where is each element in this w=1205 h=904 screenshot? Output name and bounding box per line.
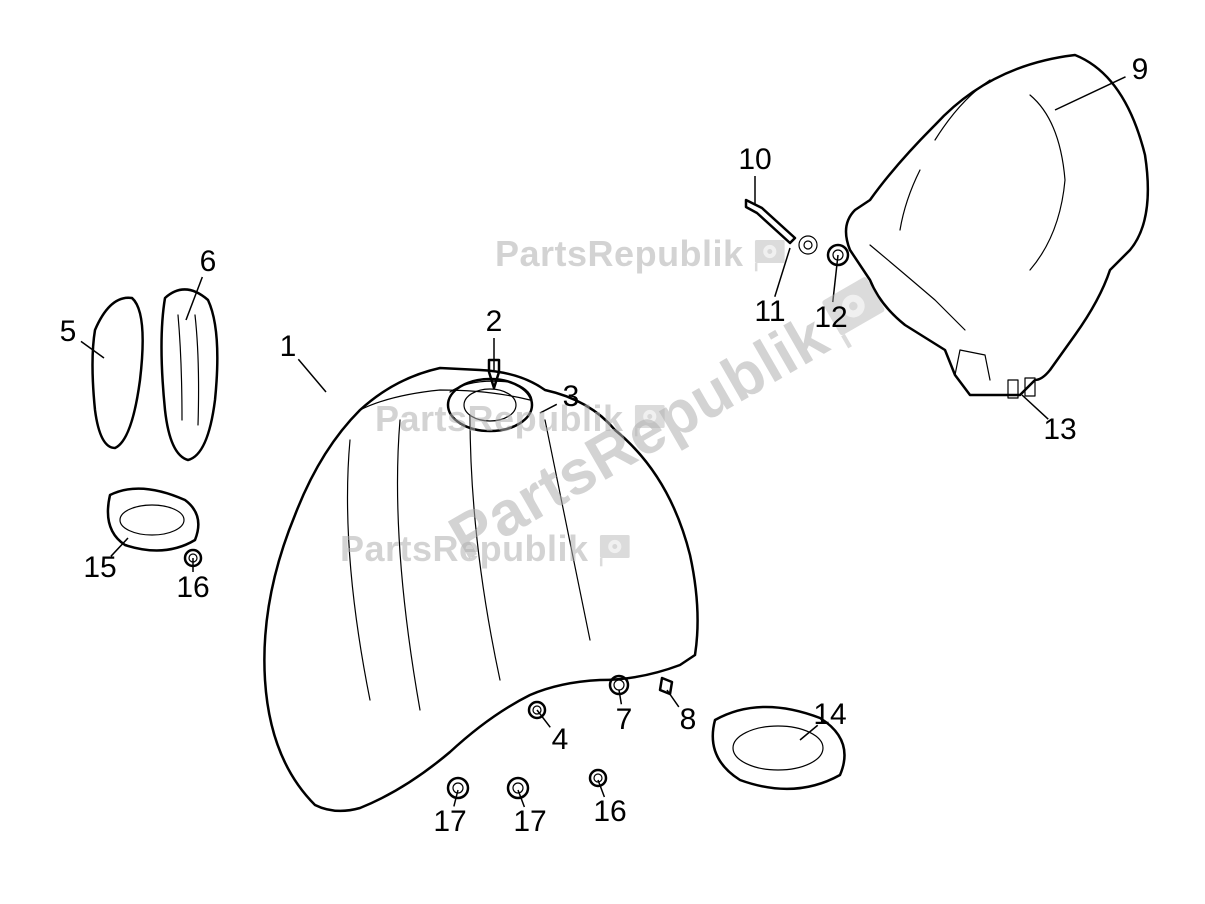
part-front-mudguard xyxy=(264,368,697,811)
callout-label-1: 1 xyxy=(280,330,297,364)
callout-label-13: 13 xyxy=(1043,413,1076,447)
callout-label-4: 4 xyxy=(552,723,569,757)
part-bolt-10 xyxy=(746,200,795,243)
callout-label-17b: 17 xyxy=(513,805,546,839)
part-trim-5 xyxy=(93,298,143,448)
callout-label-2: 2 xyxy=(486,305,503,339)
callout-label-7: 7 xyxy=(616,703,633,737)
callout-label-16a: 16 xyxy=(176,571,209,605)
part-screw-8 xyxy=(660,678,672,694)
leader-line-11 xyxy=(775,248,790,297)
part-rear-mudguard xyxy=(846,55,1148,398)
leader-line-8 xyxy=(667,690,679,707)
part-washer-17a xyxy=(448,778,468,798)
callout-label-9: 9 xyxy=(1132,53,1149,87)
part-washer-11 xyxy=(799,236,817,254)
callout-label-11: 11 xyxy=(754,295,785,329)
diagram-canvas: PartsRepublikPartsRepublikPartsRepublikP… xyxy=(0,0,1205,904)
callout-label-8: 8 xyxy=(680,703,697,737)
callout-label-5: 5 xyxy=(60,315,77,349)
leader-lines-layer xyxy=(81,77,1126,807)
callout-label-3: 3 xyxy=(563,380,580,414)
leader-line-9 xyxy=(1055,77,1126,110)
callout-label-15: 15 xyxy=(83,551,116,585)
callout-label-16b: 16 xyxy=(593,795,626,829)
callout-label-6: 6 xyxy=(200,245,217,279)
callout-label-17a: 17 xyxy=(433,805,466,839)
part-washer-17b xyxy=(508,778,528,798)
leader-line-3 xyxy=(540,404,557,413)
part-trim-6 xyxy=(162,289,218,460)
diagram-svg xyxy=(0,0,1205,904)
leader-line-6 xyxy=(186,277,202,320)
leader-line-1 xyxy=(298,359,326,392)
callout-label-10: 10 xyxy=(738,143,771,177)
leader-line-12 xyxy=(833,255,838,302)
part-reflector-15 xyxy=(108,489,198,551)
callout-label-12: 12 xyxy=(814,301,847,335)
part-nut-16b xyxy=(590,770,606,786)
callout-label-14: 14 xyxy=(813,698,846,732)
